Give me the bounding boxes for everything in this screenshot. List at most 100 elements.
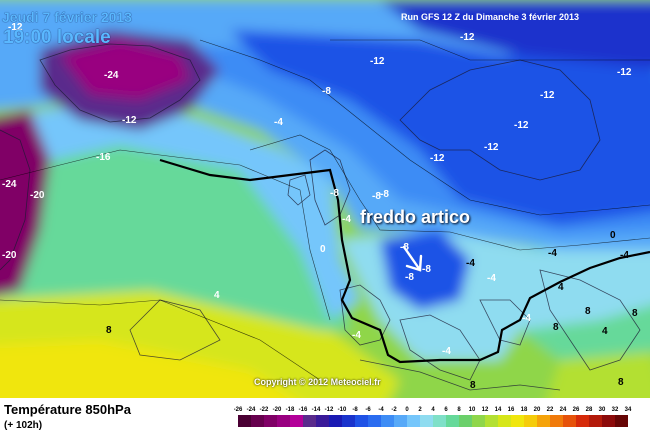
contour-label: -8 xyxy=(372,191,381,202)
legend-swatch xyxy=(251,415,264,427)
contour-label: -12 xyxy=(370,56,385,67)
legend-tick-label: -16 xyxy=(299,407,308,413)
contour-label: -4 xyxy=(442,346,451,357)
contour-label: -4 xyxy=(548,248,557,259)
legend-tick-label: 10 xyxy=(469,407,476,413)
legend-tick-label: -22 xyxy=(260,407,269,413)
legend-tick-label: 8 xyxy=(457,407,461,413)
legend-tick-label: -24 xyxy=(247,407,256,413)
legend-swatch xyxy=(550,415,563,427)
legend-tick-label: -4 xyxy=(378,407,384,413)
contour-label: -12 xyxy=(514,120,529,131)
legend-tick-label: -12 xyxy=(325,407,334,413)
legend-swatch xyxy=(459,415,472,427)
legend-swatch xyxy=(355,415,368,427)
contour-label: -8 xyxy=(330,188,339,199)
legend-swatch xyxy=(342,415,355,427)
contour-label: 8 xyxy=(553,322,559,333)
legend-tick-label: 32 xyxy=(612,407,619,413)
contour-label: 8 xyxy=(585,306,591,317)
contour-label: -12 xyxy=(430,153,445,164)
legend-tick-label: -20 xyxy=(273,407,282,413)
contour-label: -4 xyxy=(352,330,361,341)
contour-label: -24 xyxy=(104,70,119,81)
contour-label: -8 xyxy=(380,189,389,200)
contour-label: 8 xyxy=(618,377,624,388)
legend-swatch xyxy=(264,415,277,427)
legend-tick-label: -14 xyxy=(312,407,321,413)
legend-tick-label: -2 xyxy=(391,407,397,413)
forecast-step: (+ 102h) xyxy=(4,420,43,431)
legend-swatch xyxy=(498,415,511,427)
legend-swatch xyxy=(303,415,316,427)
temperature-map: -12 -12 -12 -12 -24 -16 -20 -24 -20 -12 … xyxy=(0,0,650,398)
legend-swatch xyxy=(589,415,602,427)
legend-swatch xyxy=(472,415,485,427)
contour-label: -12 xyxy=(617,67,632,78)
legend-swatch xyxy=(238,415,251,427)
color-legend: -26 -24 -22 -20 -18 -16 -14 -12 -10 -8 -6 -4 -2 0 2 4 6 8… xyxy=(234,407,632,427)
contour-label: -12 xyxy=(540,90,555,101)
legend-swatch xyxy=(602,415,615,427)
legend-tick-label: -8 xyxy=(352,407,358,413)
arrow-down-right-icon xyxy=(402,245,423,272)
contour-label: -12 xyxy=(122,115,137,126)
contour-label: 8 xyxy=(106,325,112,336)
legend-swatch xyxy=(615,415,628,427)
legend-tick-label: 18 xyxy=(521,407,528,413)
forecast-time: 19:00 locale xyxy=(3,27,111,48)
contour-label: -16 xyxy=(96,152,111,163)
legend-tick-label: -10 xyxy=(338,407,347,413)
contour-label: -4 xyxy=(487,273,496,284)
legend-swatch xyxy=(290,415,303,427)
legend-tick-label: 22 xyxy=(547,407,554,413)
legend-tick-label: -18 xyxy=(286,407,295,413)
contour-label: 0 xyxy=(320,244,326,255)
legend-tick-label: 34 xyxy=(625,407,632,413)
legend-tick-label: 4 xyxy=(431,407,435,413)
legend-swatch xyxy=(524,415,537,427)
contour-label: -4 xyxy=(522,313,531,324)
contour-label: -20 xyxy=(30,190,45,201)
contour-label: -4 xyxy=(342,214,351,225)
legend-tick-label: 12 xyxy=(482,407,489,413)
annotation-text: freddo artico xyxy=(360,207,471,227)
contour-label: -4 xyxy=(274,117,283,128)
legend-tick-label: 28 xyxy=(586,407,593,413)
legend-tick-label: 14 xyxy=(495,407,502,413)
model-run-label: Run GFS 12 Z du Dimanche 3 février 2013 xyxy=(401,12,580,22)
contour-label: -4 xyxy=(620,250,629,261)
legend-swatch xyxy=(329,415,342,427)
legend-swatch xyxy=(537,415,550,427)
map-canvas: -12 -12 -12 -12 -24 -16 -20 -24 -20 -12 … xyxy=(0,0,650,398)
legend-swatch xyxy=(511,415,524,427)
legend-swatch xyxy=(485,415,498,427)
contour-label: 4 xyxy=(214,290,220,301)
contour-label: -8 xyxy=(405,272,414,283)
legend-tick-label: 6 xyxy=(444,407,448,413)
forecast-date: Jeudi 7 février 2013 xyxy=(2,9,132,25)
contour-label: 4 xyxy=(602,326,608,337)
legend-tick-label: 20 xyxy=(534,407,541,413)
copyright-text: Copyright © 2012 Meteociel.fr xyxy=(254,377,381,387)
legend-tick-label: 0 xyxy=(405,407,409,413)
legend-swatch xyxy=(394,415,407,427)
contour-label: -24 xyxy=(2,179,17,190)
contour-label: -12 xyxy=(484,142,499,153)
legend-swatch xyxy=(576,415,589,427)
contour-label: -20 xyxy=(2,250,17,261)
legend-swatch xyxy=(407,415,420,427)
contour-label: -12 xyxy=(460,32,475,43)
legend-tick-label: 26 xyxy=(573,407,580,413)
contour-label: -12 xyxy=(8,22,23,33)
legend-swatch xyxy=(420,415,433,427)
contour-label: -8 xyxy=(322,86,331,97)
legend-swatch xyxy=(433,415,446,427)
legend-swatch xyxy=(316,415,329,427)
legend-swatch xyxy=(563,415,576,427)
legend-swatch xyxy=(277,415,290,427)
legend-tick-label: -26 xyxy=(234,407,243,413)
contour-label: 0 xyxy=(610,230,616,241)
legend-swatch xyxy=(381,415,394,427)
contour-label: -4 xyxy=(466,258,475,269)
